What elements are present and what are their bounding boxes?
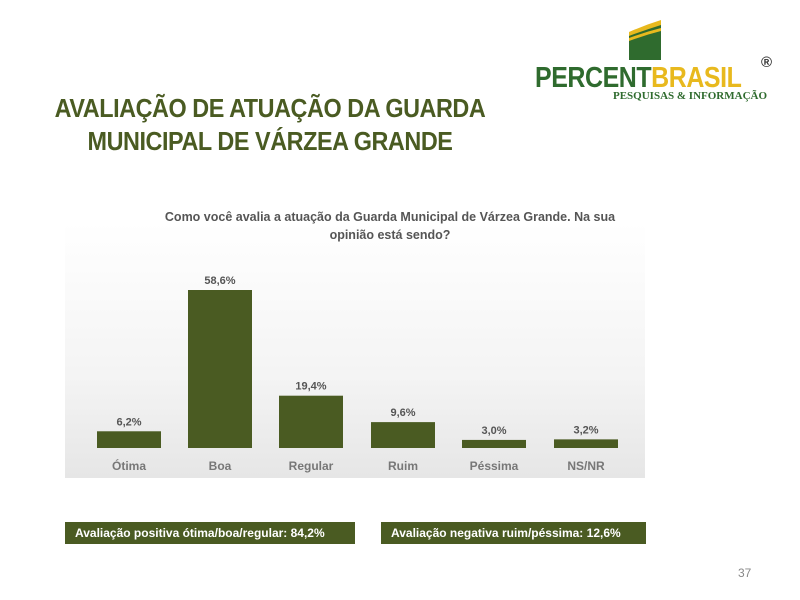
logo-wordmark: PERCENTBRASIL <box>535 62 742 95</box>
bar-4 <box>371 422 435 448</box>
category-label-5: Péssima <box>470 459 519 473</box>
logo-word-percent: PERCENT <box>535 62 652 94</box>
chart-background <box>65 222 645 478</box>
data-label-5: 3,0% <box>481 425 506 437</box>
bar-3 <box>279 395 343 448</box>
logo-tagline: PESQUISAS & INFORMAÇÃO <box>613 90 768 102</box>
bar-5 <box>462 439 526 448</box>
slide-title-line-1: AVALIAÇÃO DE ATUAÇÃO DA GUARDA <box>54 93 486 123</box>
data-label-3: 19,4% <box>295 381 326 393</box>
bar-1 <box>97 431 161 448</box>
slide-title: AVALIAÇÃO DE ATUAÇÃO DA GUARDA MUNICIPAL… <box>54 92 486 158</box>
chart-title: Como você avalia a atuação da Guarda Mun… <box>140 208 640 244</box>
page-number: 37 <box>738 566 752 580</box>
logo-word-brasil: BRASIL <box>651 62 742 94</box>
category-label-4: Ruim <box>388 459 418 473</box>
flag-icon <box>629 20 661 60</box>
category-label-1: Ótima <box>112 458 146 473</box>
data-label-2: 58,6% <box>204 275 235 287</box>
slide-title-line-2: MUNICIPAL DE VÁRZEA GRANDE <box>87 126 453 156</box>
registered-mark: ® <box>761 54 773 71</box>
data-label-6: 3,2% <box>573 424 598 436</box>
chart-title-line-1: Como você avalia a atuação da Guarda Mun… <box>164 210 616 224</box>
category-label-3: Regular <box>289 459 334 473</box>
percentbrasil-logo: PERCENTBRASIL ® PESQUISAS & INFORMAÇÃO <box>535 18 785 108</box>
negative-summary-banner: Avaliação negativa ruim/péssima: 12,6% <box>381 522 646 544</box>
data-label-1: 6,2% <box>116 416 141 428</box>
category-label-2: Boa <box>209 459 232 473</box>
bar-2 <box>188 290 252 448</box>
positive-summary-banner: Avaliação positiva ótima/boa/regular: 84… <box>65 522 355 544</box>
bar-6 <box>554 439 618 448</box>
category-label-6: NS/NR <box>567 459 605 473</box>
data-label-4: 9,6% <box>390 407 415 419</box>
chart-title-line-2: opinião está sendo? <box>329 228 451 242</box>
